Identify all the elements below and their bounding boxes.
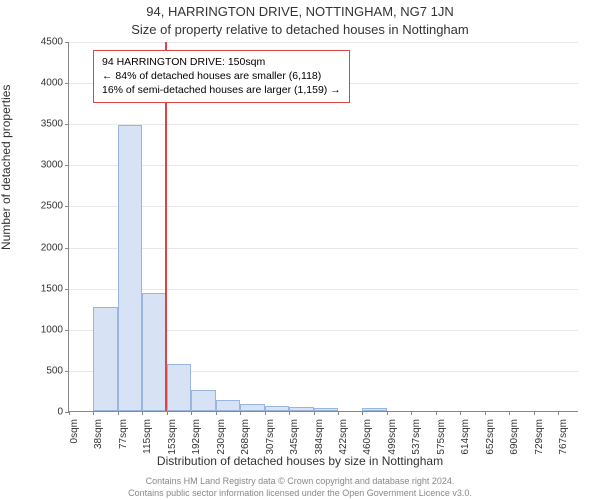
x-tick-label: 0sqm [69,415,80,443]
y-tick-label: 1500 [41,283,69,294]
plot-inner: 94 HARRINGTON DRIVE: 150sqm ← 84% of det… [68,42,578,412]
histogram-bar [289,407,314,411]
x-tick-label: 268sqm [240,415,251,455]
y-tick-label: 3000 [41,160,69,171]
gridline [69,206,578,207]
x-tick-label: 192sqm [191,415,202,455]
x-tick-label: 307sqm [265,415,276,455]
histogram-bar [142,293,166,411]
x-tick-label: 115sqm [142,415,153,454]
x-tick-label: 38sqm [93,415,104,449]
histogram-bar [191,390,215,411]
y-axis-label: Number of detached properties [0,85,13,250]
footer-licence: Contains public sector information licen… [0,488,600,498]
x-tick-label: 153sqm [167,415,178,455]
histogram-bar [167,364,192,411]
x-tick-label: 729sqm [534,415,545,455]
x-axis-label: Distribution of detached houses by size … [0,454,600,468]
y-tick-label: 4500 [41,37,69,48]
callout-box: 94 HARRINGTON DRIVE: 150sqm ← 84% of det… [93,50,350,103]
x-tick-label: 767sqm [558,415,569,455]
callout-line-2: ← 84% of detached houses are smaller (6,… [102,69,341,83]
chart-container: 94, HARRINGTON DRIVE, NOTTINGHAM, NG7 1J… [0,0,600,500]
footer-copyright: Contains HM Land Registry data © Crown c… [0,476,600,486]
y-tick-label: 2000 [41,242,69,253]
histogram-bar [362,408,387,411]
x-tick-label: 499sqm [387,415,398,455]
histogram-bar [216,400,240,411]
x-tick-label: 230sqm [216,415,227,455]
y-tick-label: 3500 [41,119,69,130]
y-tick-label: 1000 [41,324,69,335]
histogram-bar [265,406,289,411]
x-tick-label: 384sqm [314,415,325,455]
gridline [69,165,578,166]
callout-line-3: 16% of semi-detached houses are larger (… [102,83,341,97]
x-tick-label: 537sqm [411,415,422,455]
x-tick-label: 422sqm [338,415,349,455]
x-tick-label: 614sqm [460,415,471,455]
callout-line-1: 94 HARRINGTON DRIVE: 150sqm [102,55,341,69]
y-tick-label: 500 [46,365,69,376]
x-tick-label: 77sqm [118,415,129,449]
gridline [69,248,578,249]
x-tick-label: 652sqm [485,415,496,455]
plot-area: 94 HARRINGTON DRIVE: 150sqm ← 84% of det… [68,42,578,412]
histogram-bar [314,408,338,411]
title-main: 94, HARRINGTON DRIVE, NOTTINGHAM, NG7 1J… [0,4,600,19]
x-tick-label: 690sqm [509,415,520,455]
y-tick-label: 4000 [41,78,69,89]
x-tick-label: 575sqm [436,415,447,455]
gridline [69,289,578,290]
y-tick-label: 2500 [41,201,69,212]
y-tick-label: 0 [57,407,69,418]
title-sub: Size of property relative to detached ho… [0,22,600,37]
x-tick-label: 345sqm [289,415,300,455]
histogram-bar [118,125,142,411]
histogram-bar [93,307,118,411]
gridline [69,124,578,125]
histogram-bar [240,404,265,411]
gridline [69,42,578,43]
x-tick-label: 460sqm [362,415,373,455]
